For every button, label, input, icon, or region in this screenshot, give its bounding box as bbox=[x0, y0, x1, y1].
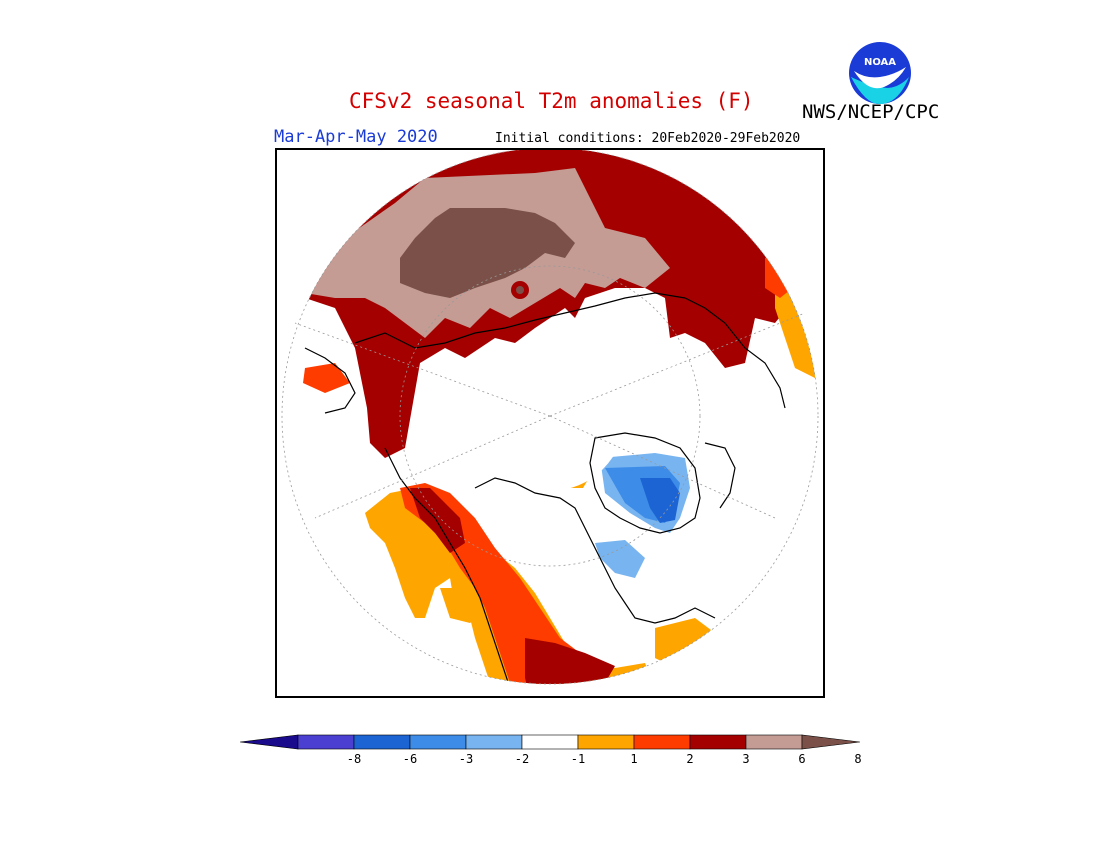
agency-label: NWS/NCEP/CPC bbox=[802, 101, 940, 123]
siberia-extreme-warm-region bbox=[400, 208, 575, 298]
colorbar-tick-label: -6 bbox=[402, 752, 418, 766]
colorbar-tick-label: 6 bbox=[798, 752, 806, 766]
colorbar-tick-label: 2 bbox=[686, 752, 694, 766]
colorbar-cell bbox=[297, 734, 355, 750]
coastlines bbox=[304, 292, 786, 684]
noaa-logo-text: NOAA bbox=[864, 57, 896, 68]
graticule bbox=[281, 148, 819, 685]
noaa-logo: NOAA bbox=[849, 42, 911, 105]
colorbar-tick-label: -8 bbox=[346, 752, 362, 766]
colorbar-tick-label: 3 bbox=[742, 752, 750, 766]
polar-anomaly-map bbox=[275, 148, 825, 698]
anomaly-colorbar bbox=[240, 734, 860, 750]
colorbar-tick-label: -1 bbox=[570, 752, 586, 766]
map-title: CFSv2 seasonal T2m anomalies (F) bbox=[349, 89, 754, 113]
northamerica-very-warm-region bbox=[410, 488, 615, 684]
colorbar-cell bbox=[577, 734, 635, 750]
colorbar-cell bbox=[409, 734, 467, 750]
colorbar-cell bbox=[521, 734, 579, 750]
colorbar-tick-label: -3 bbox=[458, 752, 474, 766]
colorbar-cell bbox=[633, 734, 691, 750]
initial-conditions-label: Initial conditions: 20Feb2020-29Feb2020 bbox=[495, 131, 801, 146]
colorbar-cell bbox=[465, 734, 523, 750]
colorbar-cell bbox=[689, 734, 747, 750]
colorbar-cell bbox=[353, 734, 411, 750]
colorbar-tick-label: 1 bbox=[630, 752, 638, 766]
colorbar-tick-label: 8 bbox=[854, 752, 862, 766]
colorbar-tick-label: -2 bbox=[514, 752, 530, 766]
colorbar-cell-upper-extreme bbox=[801, 734, 860, 750]
europe-strong-cold-region bbox=[640, 478, 680, 523]
season-label: Mar-Apr-May 2020 bbox=[274, 127, 438, 147]
colorbar-cell bbox=[745, 734, 803, 750]
colorbar-cell-lower-extreme bbox=[240, 734, 299, 750]
